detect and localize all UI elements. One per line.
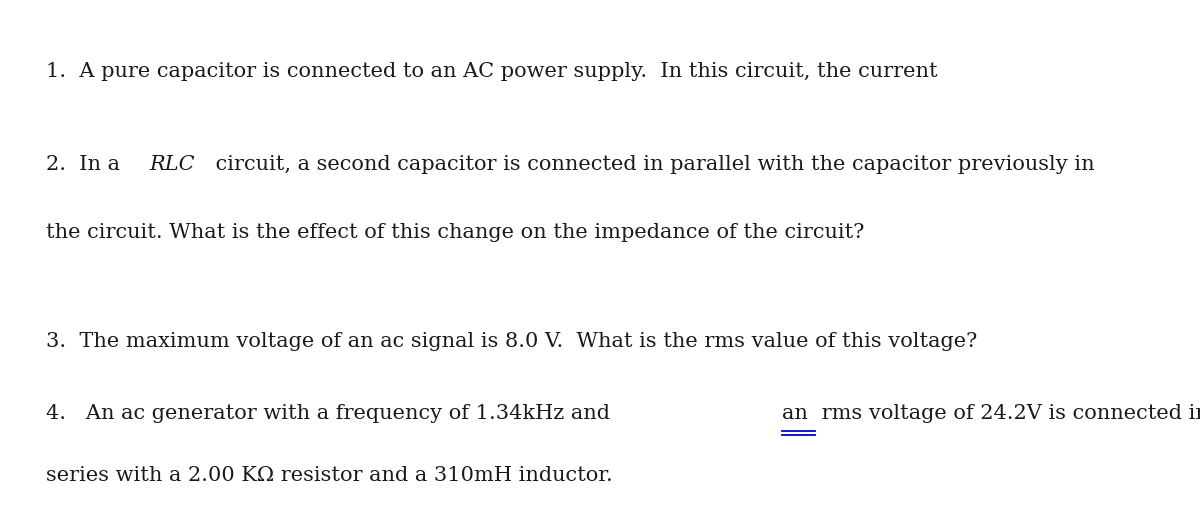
Text: 4.   An ac generator with a frequency of 1.34kHz and: 4. An ac generator with a frequency of 1… (46, 404, 617, 423)
Text: series with a 2.00 KΩ resistor and a 310mH inductor.: series with a 2.00 KΩ resistor and a 310… (46, 466, 612, 485)
Text: rms voltage of 24.2V is connected in: rms voltage of 24.2V is connected in (815, 404, 1200, 423)
Text: the circuit. What is the effect of this change on the impedance of the circuit?: the circuit. What is the effect of this … (46, 223, 864, 242)
Text: an: an (782, 404, 808, 423)
Text: 1.  A pure capacitor is connected to an AC power supply.  In this circuit, the c: 1. A pure capacitor is connected to an A… (46, 62, 937, 81)
Text: 2.  In a: 2. In a (46, 155, 126, 175)
Text: circuit, a second capacitor is connected in parallel with the capacitor previous: circuit, a second capacitor is connected… (209, 155, 1094, 175)
Text: 3.  The maximum voltage of an ac signal is 8.0 V.  What is the rms value of this: 3. The maximum voltage of an ac signal i… (46, 332, 977, 351)
Text: RLC: RLC (150, 155, 196, 175)
